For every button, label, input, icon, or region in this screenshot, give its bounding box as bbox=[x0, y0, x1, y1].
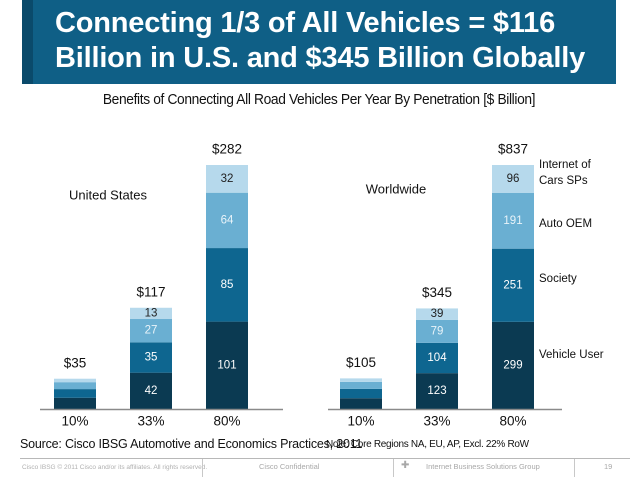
slide-title-line-2: Billion in U.S. and $345 Billion Globall… bbox=[55, 42, 585, 74]
bar-segment-vehicle-user bbox=[416, 373, 458, 409]
legend-entry: Society bbox=[539, 273, 577, 285]
footer-page-number: 19 bbox=[604, 462, 613, 471]
bar-segment-vehicle-user bbox=[130, 372, 172, 409]
bar-value-label: 101 bbox=[217, 359, 236, 371]
footer-divider bbox=[20, 458, 630, 459]
bar-total-label: $282 bbox=[212, 142, 242, 157]
bar-value-label: 299 bbox=[503, 359, 522, 371]
chart-worldwide: Worldwide $105 10% 123 104 79 39 $345 33% 299 251 1… bbox=[328, 142, 562, 429]
bar-segment-internet-of-cars-sps bbox=[340, 378, 382, 382]
bar-value-label: 104 bbox=[427, 352, 447, 364]
bar-segment-society bbox=[340, 388, 382, 399]
bar-total-label: $345 bbox=[422, 285, 452, 300]
bar-value-label: 27 bbox=[145, 325, 158, 337]
bar-segment-auto-oem bbox=[416, 319, 458, 343]
panel-title: United States bbox=[69, 187, 148, 202]
slide-title-line-1: Connecting 1/3 of All Vehicles = $116 bbox=[55, 7, 556, 39]
bar-segment-vehicle-user bbox=[492, 321, 534, 409]
x-tick-label: 33% bbox=[423, 414, 450, 429]
chart-united-states: United States $35 10% 42 35 27 13 $117 33% 101 85 6… bbox=[40, 142, 283, 429]
chart-subtitle: Benefits of Connecting All Road Vehicles… bbox=[102, 91, 536, 108]
bar-segment-auto-oem bbox=[340, 381, 382, 389]
bar-segment-internet-of-cars-sps bbox=[492, 165, 534, 193]
bar-segment-auto-oem bbox=[492, 192, 534, 249]
bar-value-label: 64 bbox=[221, 214, 234, 226]
bar-total-label: $117 bbox=[136, 284, 165, 299]
footer-separator bbox=[574, 459, 575, 477]
panel-title: Worldwide bbox=[366, 181, 426, 196]
x-tick-label: 80% bbox=[213, 414, 240, 429]
bar-segment-internet-of-cars-sps bbox=[130, 307, 172, 320]
bar-segment-society bbox=[416, 342, 458, 374]
bar-segment-internet-of-cars-sps bbox=[416, 308, 458, 320]
footer-separator bbox=[202, 459, 203, 477]
bar-total-label: $105 bbox=[346, 355, 376, 370]
bar-segment-society bbox=[54, 389, 96, 398]
x-tick-label: 10% bbox=[61, 414, 88, 429]
regions-note: Note: Core Regions NA, EU, AP, Excl. 22%… bbox=[326, 439, 529, 450]
legend-entry: Vehicle User bbox=[539, 349, 604, 361]
bar-value-label: 35 bbox=[145, 352, 158, 364]
bar-value-label: 85 bbox=[221, 279, 234, 291]
bar-segment-society bbox=[492, 248, 534, 322]
bar-value-label: 42 bbox=[145, 385, 158, 397]
bar-total-label: $837 bbox=[498, 142, 528, 157]
x-tick-label: 10% bbox=[347, 414, 374, 429]
bar-segment-internet-of-cars-sps bbox=[206, 165, 248, 193]
bar-segment-society bbox=[130, 342, 172, 373]
bar-segment-auto-oem bbox=[130, 319, 172, 343]
bar-segment-vehicle-user bbox=[206, 321, 248, 409]
bar-value-label: 123 bbox=[427, 385, 446, 397]
bar-value-label: 13 bbox=[145, 307, 158, 319]
legend-entry: Internet of bbox=[539, 159, 592, 171]
bar-value-label: 96 bbox=[507, 173, 520, 185]
title-banner bbox=[22, 0, 616, 84]
bar-value-label: 79 bbox=[431, 325, 444, 337]
bar-value-label: 32 bbox=[221, 173, 234, 185]
bar-segment-vehicle-user bbox=[54, 397, 96, 409]
bar-segment-auto-oem bbox=[54, 382, 96, 390]
bar-segment-auto-oem bbox=[206, 192, 248, 249]
bar-value-label: 39 bbox=[431, 308, 444, 320]
footer-separator bbox=[393, 459, 394, 477]
cisco-bridge-icon: ✚ bbox=[401, 460, 410, 471]
slide-title: Connecting 1/3 of All Vehicles = $116 Bi… bbox=[55, 6, 615, 76]
footer-group: Internet Business Solutions Group bbox=[426, 462, 540, 471]
chart-legend: Internet of Cars SPs Auto OEM Society Vehicl… bbox=[539, 159, 604, 361]
bar-value-label: 191 bbox=[503, 215, 522, 227]
footer-confidential: Cisco Confidential bbox=[259, 462, 320, 471]
source-note: Source: Cisco IBSG Automotive and Econom… bbox=[20, 437, 363, 451]
x-tick-label: 33% bbox=[137, 414, 164, 429]
bar-segment-internet-of-cars-sps bbox=[54, 378, 96, 383]
bar-segment-society bbox=[206, 248, 248, 322]
x-tick-label: 80% bbox=[499, 414, 526, 429]
bar-segment-vehicle-user bbox=[340, 398, 382, 409]
title-banner-accent bbox=[22, 0, 33, 84]
bar-total-label: $35 bbox=[64, 355, 87, 370]
legend-entry: Auto OEM bbox=[539, 218, 592, 230]
legend-entry: Cars SPs bbox=[539, 175, 588, 187]
bar-value-label: 251 bbox=[503, 279, 522, 291]
footer-copyright: Cisco IBSG © 2011 Cisco and/or its affil… bbox=[22, 464, 208, 471]
